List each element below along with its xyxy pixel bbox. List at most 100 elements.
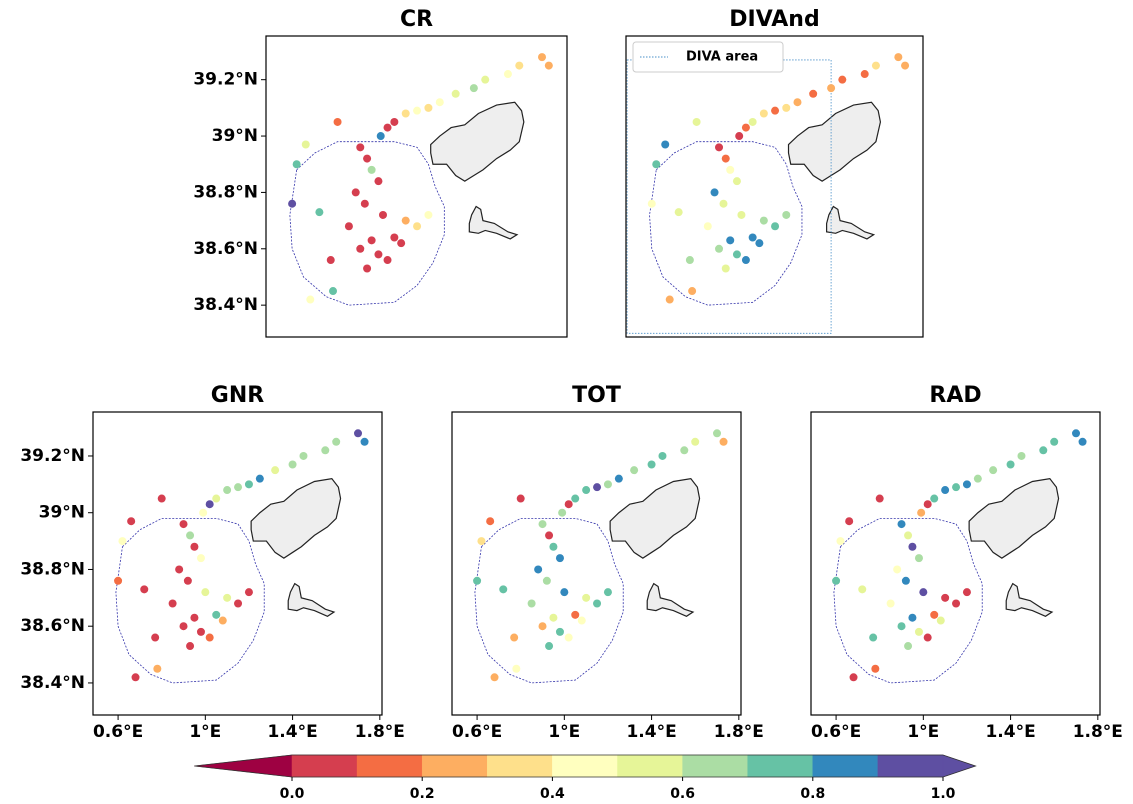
data-point bbox=[732, 177, 741, 186]
data-point bbox=[356, 143, 365, 152]
data-point bbox=[893, 565, 902, 574]
data-point bbox=[175, 565, 184, 574]
y-tick-label: 38.6°N bbox=[193, 239, 258, 259]
data-point bbox=[809, 89, 818, 98]
data-point bbox=[721, 264, 730, 273]
island-formentera bbox=[646, 582, 695, 617]
panel-title: TOT bbox=[572, 383, 621, 408]
data-point bbox=[469, 84, 478, 93]
data-point bbox=[190, 613, 199, 622]
colorbar-tick-label: 0.0 bbox=[280, 786, 305, 802]
data-point bbox=[190, 542, 199, 551]
data-point bbox=[326, 256, 335, 265]
data-point bbox=[936, 616, 945, 625]
data-point bbox=[593, 483, 602, 492]
data-point bbox=[1078, 437, 1087, 446]
data-point bbox=[390, 233, 399, 242]
data-point bbox=[234, 599, 243, 608]
data-point bbox=[218, 616, 227, 625]
data-point bbox=[952, 483, 961, 492]
data-point bbox=[748, 117, 757, 126]
data-point bbox=[499, 585, 508, 594]
panel-frame bbox=[451, 411, 742, 716]
data-point bbox=[255, 474, 264, 483]
data-point bbox=[759, 216, 768, 225]
data-point bbox=[838, 75, 847, 84]
map-area bbox=[114, 429, 369, 684]
y-tick-label: 38.8°N bbox=[193, 182, 258, 202]
data-point bbox=[413, 106, 422, 115]
data-point bbox=[908, 542, 917, 551]
data-point bbox=[223, 593, 232, 602]
data-point bbox=[234, 483, 243, 492]
data-point bbox=[771, 222, 780, 231]
data-point bbox=[630, 466, 639, 475]
data-point bbox=[473, 576, 482, 585]
colorbar-segment bbox=[487, 754, 553, 778]
data-point bbox=[516, 494, 525, 503]
data-point bbox=[344, 222, 353, 231]
x-tick-label: 1.8°E bbox=[355, 722, 405, 742]
data-point bbox=[153, 664, 162, 673]
data-point bbox=[542, 576, 551, 585]
data-point bbox=[299, 451, 308, 460]
data-point bbox=[1006, 460, 1015, 469]
data-point bbox=[941, 486, 950, 495]
data-point bbox=[1017, 451, 1026, 460]
data-point bbox=[897, 622, 906, 631]
data-point bbox=[527, 599, 536, 608]
y-tick-label: 39.2°N bbox=[193, 70, 258, 90]
data-point bbox=[435, 98, 444, 107]
data-point bbox=[555, 627, 564, 636]
domain-boundary bbox=[649, 141, 803, 306]
data-point bbox=[114, 576, 123, 585]
colorbar-segment bbox=[877, 754, 944, 778]
data-point bbox=[732, 250, 741, 259]
data-point bbox=[118, 537, 127, 546]
data-point bbox=[544, 61, 553, 70]
data-point bbox=[244, 588, 253, 597]
data-point bbox=[481, 75, 490, 84]
data-point bbox=[832, 576, 841, 585]
data-point bbox=[1050, 437, 1059, 446]
data-point bbox=[1039, 446, 1048, 455]
data-point bbox=[390, 117, 399, 126]
island-ibiza bbox=[250, 478, 342, 559]
data-point bbox=[603, 480, 612, 489]
colorbar-segment bbox=[812, 754, 879, 778]
data-point bbox=[614, 474, 623, 483]
map-panel: TOT 0.6°E 1°E 1.4°E 1.8°E bbox=[451, 383, 764, 742]
data-point bbox=[726, 165, 735, 174]
data-point bbox=[367, 236, 376, 245]
data-point bbox=[685, 256, 694, 265]
island-ibiza bbox=[787, 101, 882, 182]
data-point bbox=[545, 642, 554, 651]
data-point bbox=[793, 98, 802, 107]
data-point bbox=[397, 239, 406, 248]
colorbar-tick-label: 0.6 bbox=[670, 786, 695, 802]
data-point bbox=[917, 508, 926, 517]
data-point bbox=[748, 233, 757, 242]
data-point bbox=[333, 117, 342, 126]
data-point bbox=[719, 437, 728, 446]
colorbar-segment bbox=[942, 754, 977, 778]
colorbar-segment bbox=[747, 754, 814, 778]
data-point bbox=[571, 494, 580, 503]
domain-boundary bbox=[289, 141, 445, 306]
island-formentera bbox=[1005, 582, 1054, 617]
data-point bbox=[914, 627, 923, 636]
data-point bbox=[962, 588, 971, 597]
legend-label: DIVA area bbox=[686, 50, 758, 65]
data-point bbox=[351, 188, 360, 197]
legend-box bbox=[632, 41, 784, 73]
data-point bbox=[908, 613, 917, 622]
data-point bbox=[665, 295, 674, 304]
panel-title: DIVAnd bbox=[729, 7, 819, 32]
data-point bbox=[212, 610, 221, 619]
data-point bbox=[735, 132, 744, 141]
data-point bbox=[741, 123, 750, 132]
data-point bbox=[858, 585, 867, 594]
data-point bbox=[490, 673, 499, 682]
y-tick-label: 38.4°N bbox=[20, 673, 85, 693]
data-point bbox=[424, 103, 433, 112]
